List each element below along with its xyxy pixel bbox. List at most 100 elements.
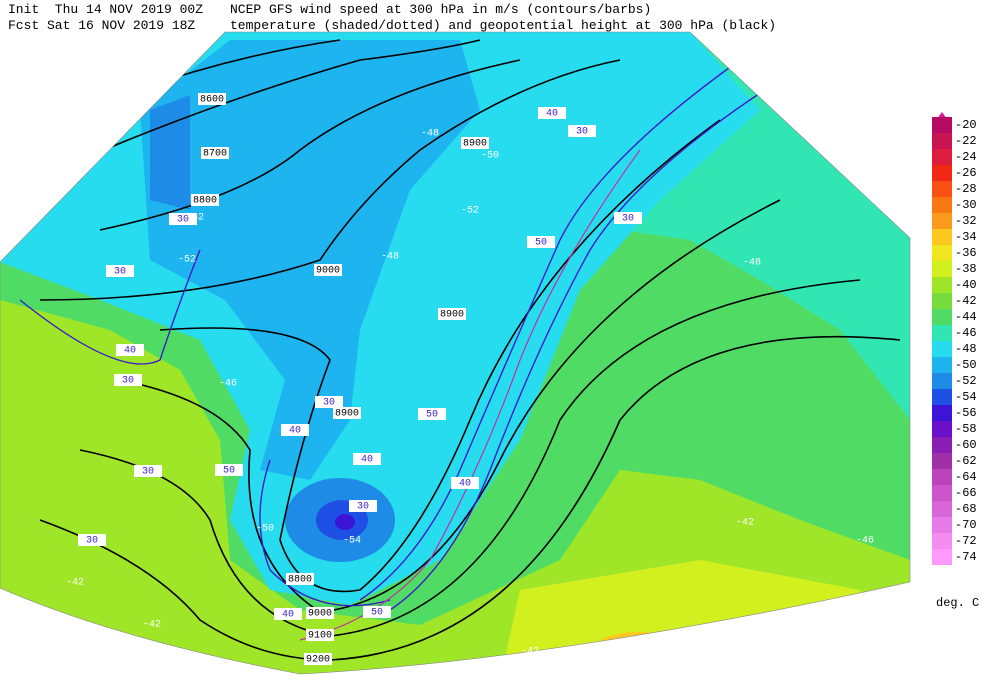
colorbar-label: -42 — [955, 294, 977, 308]
wind-label: 40 — [289, 426, 301, 437]
colorbar-label: -62 — [955, 454, 977, 468]
wind-label: 30 — [177, 215, 189, 226]
colorbar-label: -58 — [955, 422, 977, 436]
height-label: 8900 — [335, 409, 359, 420]
height-label: 8800 — [193, 196, 217, 207]
colorbar-swatch — [932, 149, 952, 165]
colorbar-label: -48 — [955, 342, 977, 356]
height-label: 8800 — [288, 575, 312, 586]
colorbar-swatch — [932, 293, 952, 309]
forecast-time: Fcst Sat 16 NOV 2019 18Z — [8, 18, 195, 33]
wind-contours — [19, 59, 781, 611]
colorbar-swatch — [932, 261, 952, 277]
wind-label: 30 — [122, 376, 134, 387]
wind-label: 40 — [546, 109, 558, 120]
wind-label: 30 — [357, 502, 369, 513]
init-time: Init Thu 14 NOV 2019 00Z — [8, 2, 203, 17]
temperature-label: -48 — [743, 258, 761, 269]
height-label: 9100 — [308, 631, 332, 642]
wind-label: 30 — [86, 536, 98, 547]
colorbar-label: -26 — [955, 166, 977, 180]
wind-label: 40 — [361, 455, 373, 466]
label-box — [78, 534, 106, 546]
label-box — [349, 500, 377, 512]
colorbar-label: -72 — [955, 534, 977, 548]
height-label: 8600 — [200, 95, 224, 106]
height-label: 8700 — [203, 149, 227, 160]
label-box — [314, 264, 342, 276]
colorbar-label: -46 — [955, 326, 977, 340]
height-label: 9000 — [308, 609, 332, 620]
label-box — [451, 477, 479, 489]
height-contours — [39, 39, 901, 661]
wind-label: 50 — [535, 238, 547, 249]
colorbar-swatch — [932, 357, 952, 373]
temperature-label: -52 — [461, 206, 479, 217]
colorbar-swatch — [932, 245, 952, 261]
colorbar-label: -66 — [955, 486, 977, 500]
colorbar-swatch — [932, 485, 952, 501]
shading — [150, 95, 190, 210]
colorbar-swatch — [932, 533, 952, 549]
wind-label: 30 — [323, 398, 335, 409]
colorbar-swatch — [932, 389, 952, 405]
wind-label: 30 — [576, 127, 588, 138]
temperature-label: -48 — [421, 129, 439, 140]
colorbar-swatch — [932, 277, 952, 293]
title-line-2: temperature (shaded/dotted) and geopoten… — [230, 18, 776, 33]
label-box — [333, 407, 361, 419]
label-box — [438, 308, 466, 320]
label-box — [281, 424, 309, 436]
shading — [620, 32, 910, 420]
label-box — [461, 137, 489, 149]
shading — [595, 632, 685, 664]
temperature-label: -42 — [736, 518, 754, 529]
wind-label: 30 — [622, 214, 634, 225]
wind-label: 30 — [142, 467, 154, 478]
label-box — [614, 212, 642, 224]
colorbar-swatch — [932, 373, 952, 389]
label-box — [315, 396, 343, 408]
colorbar-swatch — [932, 309, 952, 325]
label-box — [116, 344, 144, 356]
height-label: 9200 — [306, 655, 330, 666]
colorbar-swatch — [932, 437, 952, 453]
temperature-label: -52 — [178, 255, 196, 266]
temperature-label: -50 — [256, 524, 274, 535]
colorbar-label: -28 — [955, 182, 977, 196]
temperature-label: -46 — [856, 536, 874, 547]
label-box — [286, 573, 314, 585]
temperature-label: -50 — [481, 151, 499, 162]
label-box — [274, 608, 302, 620]
colorbar-swatch — [932, 421, 952, 437]
colorbar-swatch — [932, 181, 952, 197]
colorbar-label: -44 — [955, 310, 977, 324]
colorbar-label: -64 — [955, 470, 977, 484]
label-box — [191, 194, 219, 206]
label-box — [106, 265, 134, 277]
label-box — [114, 374, 142, 386]
colorbar-label: -38 — [955, 262, 977, 276]
colorbar-swatch — [932, 133, 952, 149]
height-label: 9000 — [316, 266, 340, 277]
temperature-label: -48 — [381, 252, 399, 263]
colorbar-swatch — [932, 517, 952, 533]
colorbar-swatch — [932, 341, 952, 357]
label-box — [527, 236, 555, 248]
label-box — [304, 653, 332, 665]
label-box — [306, 629, 334, 641]
temperature-label: -54 — [343, 536, 361, 547]
label-box — [568, 125, 596, 137]
colorbar-swatch — [932, 469, 952, 485]
height-label: 8900 — [440, 310, 464, 321]
colorbar-swatch — [932, 453, 952, 469]
colorbar-label: -34 — [955, 230, 977, 244]
colorbar-swatch — [932, 229, 952, 245]
colorbar-label: -74 — [955, 550, 977, 564]
colorbar-label: -60 — [955, 438, 977, 452]
label-box — [538, 107, 566, 119]
label-box — [363, 606, 391, 618]
colorbar-swatch — [932, 117, 952, 133]
temperature-label: -42 — [66, 578, 84, 589]
